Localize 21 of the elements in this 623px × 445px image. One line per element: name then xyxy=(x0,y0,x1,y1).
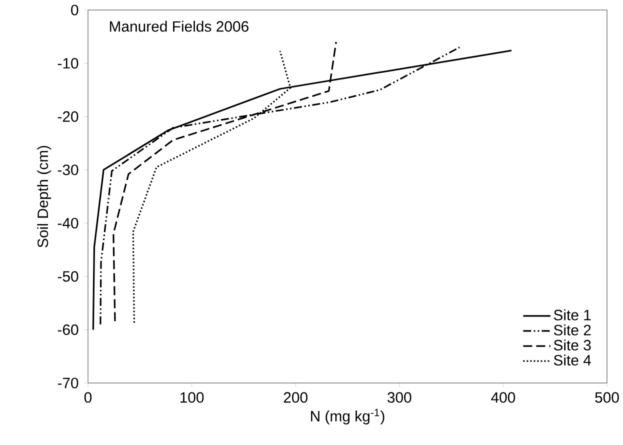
y-tick-label: -20 xyxy=(58,111,78,122)
x-tick-label: 300 xyxy=(387,392,412,403)
y-tick-label: -40 xyxy=(58,218,78,228)
y-tick-label: 0 xyxy=(71,4,78,16)
legend-label: Site 2 xyxy=(554,324,591,336)
y-tick-label: -50 xyxy=(58,271,78,282)
x-tick-label: 0 xyxy=(84,392,92,403)
legend-label: Site 3 xyxy=(554,339,591,350)
legend-label: Site 4 xyxy=(554,354,591,366)
x-tick-label: 200 xyxy=(284,392,308,403)
x-tick-label: 500 xyxy=(595,392,619,403)
y-tick-label: -70 xyxy=(58,378,78,388)
legend-label: Site 1 xyxy=(554,309,591,320)
text: Manured Fields 2006 xyxy=(110,20,248,32)
y-axis-title: Soil Depth (cm) xyxy=(37,146,52,248)
x-axis-title: N (mg kg$^{-1}$) xyxy=(311,408,384,424)
x-tick-label: 100 xyxy=(180,392,204,403)
y-tick-label: -60 xyxy=(58,324,78,335)
y-tick-label: -10 xyxy=(58,58,78,69)
x-tick-label: 400 xyxy=(491,392,516,403)
y-tick-label: -30 xyxy=(58,164,78,176)
